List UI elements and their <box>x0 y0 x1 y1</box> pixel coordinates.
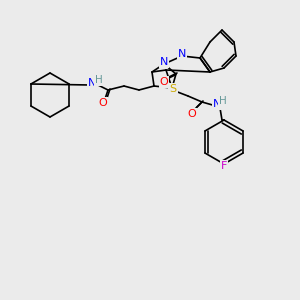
Text: N: N <box>213 99 221 109</box>
Text: O: O <box>99 98 107 108</box>
Text: N: N <box>160 57 168 67</box>
Text: N: N <box>169 85 177 95</box>
Text: N: N <box>178 49 186 59</box>
Text: H: H <box>219 96 227 106</box>
Text: O: O <box>188 109 196 119</box>
Text: S: S <box>169 84 177 94</box>
Text: H: H <box>95 75 103 85</box>
Text: F: F <box>221 161 227 171</box>
Text: O: O <box>160 77 168 87</box>
Text: N: N <box>88 78 96 88</box>
